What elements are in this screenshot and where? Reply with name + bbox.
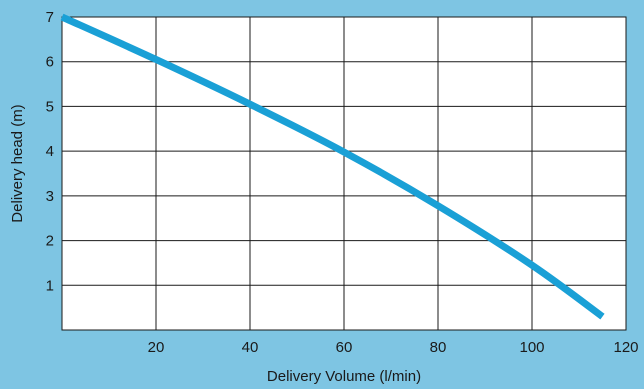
x-tick-label: 120 — [613, 339, 638, 356]
series-group — [60, 13, 605, 320]
y-tick-label: 6 — [46, 54, 54, 71]
x-axis-title: Delivery Volume (l/min) — [267, 368, 421, 385]
y-tick-label: 3 — [46, 188, 54, 205]
y-tick-label: 2 — [46, 233, 54, 250]
y-axis-ticks: 1 2 3 4 5 6 7 — [46, 9, 54, 294]
x-tick-label: 20 — [148, 339, 165, 356]
y-tick-label: 5 — [46, 98, 54, 115]
y-tick-label: 7 — [46, 9, 54, 26]
x-axis-ticks: 20 40 60 80 100 120 — [148, 339, 639, 356]
y-tick-label: 4 — [46, 143, 54, 160]
series-line — [60, 13, 605, 320]
x-tick-label: 100 — [519, 339, 544, 356]
x-tick-label: 80 — [430, 339, 447, 356]
y-axis-title: Delivery head (m) — [9, 104, 26, 222]
x-tick-label: 60 — [336, 339, 353, 356]
y-tick-label: 1 — [46, 277, 54, 294]
plot-frame — [61, 16, 627, 331]
x-tick-label: 40 — [242, 339, 259, 356]
